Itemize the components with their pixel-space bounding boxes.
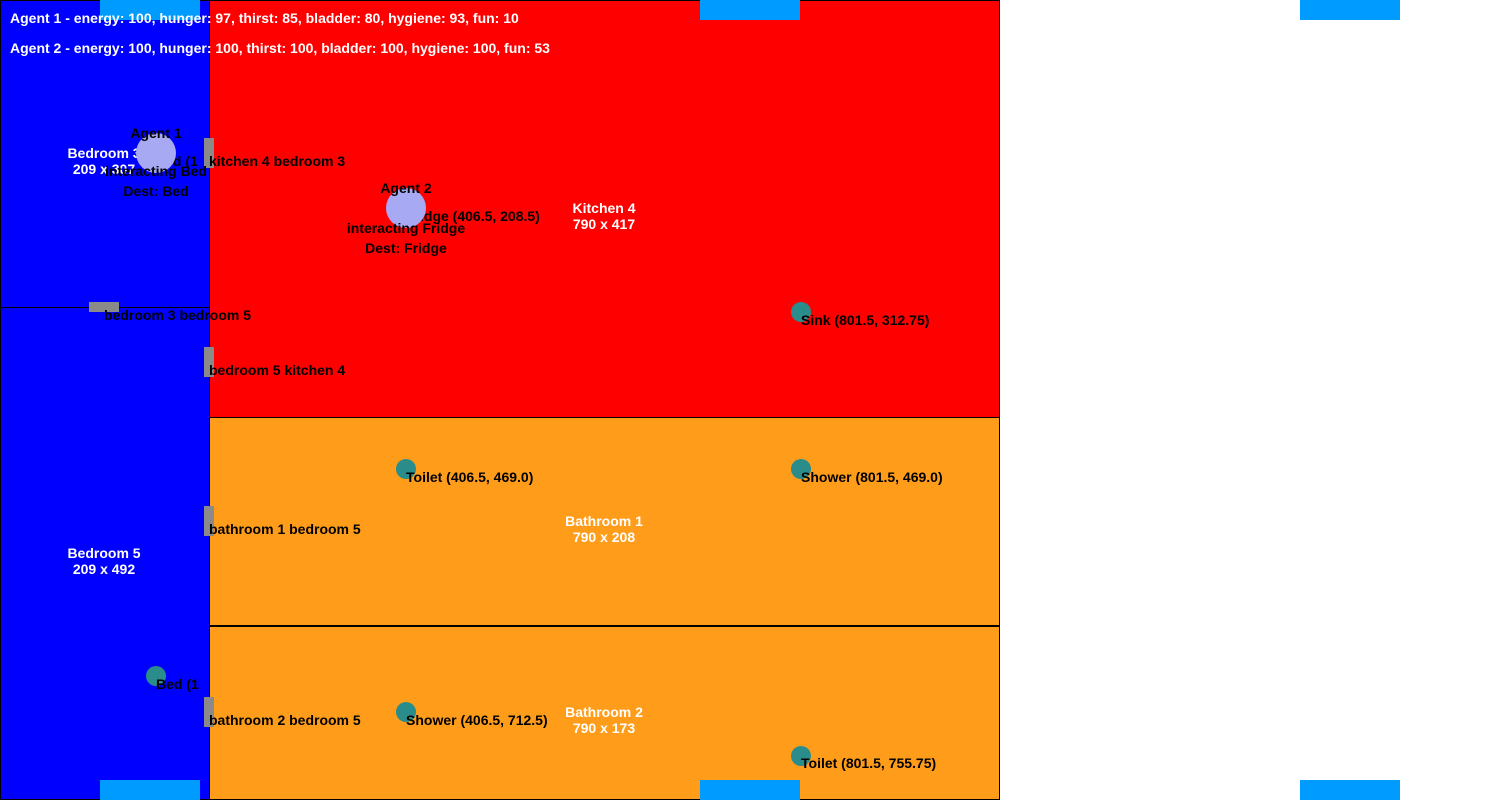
room-size: 790 x 208 [572,529,636,545]
room-label-bedroom-5: Bedroom 5 209 x 492 [67,545,140,577]
door-label-kitchen4-bedroom3: kitchen 4 bedroom 3 [209,153,346,169]
agent-action: interacting Bed [105,163,207,179]
bottom-marker-1 [100,780,200,800]
fridge-label: Fridge (406.5, 208.5) [406,208,540,224]
room-bedroom-5 [0,307,210,800]
bed-label-bedroom-5: Bed (1 [156,676,199,692]
agent-name: Agent 1 [130,125,182,141]
door-label-bathroom2-bedroom5: bathroom 2 bedroom 5 [209,712,361,728]
room-name: Kitchen 4 [572,200,636,216]
agent-2-status: Agent 2 - energy: 100, hunger: 100, thir… [10,40,550,56]
room-size: 209 x 492 [72,561,136,577]
door-kitchen4-bedroom3 [204,138,214,168]
toilet-label-bathroom-2: Toilet (801.5, 755.75) [801,755,937,771]
door-label-bedroom3-bedroom5: bedroom 3 bedroom 5 [104,307,252,323]
top-marker-3 [1300,0,1400,20]
agent-action: interacting Fridge [346,220,466,236]
room-label-bathroom-2: Bathroom 2 790 x 173 [565,704,643,736]
room-size: 790 x 173 [572,720,636,736]
door-label-bedroom5-kitchen4: bedroom 5 kitchen 4 [209,362,346,378]
toilet-object-bathroom-2[interactable] [791,746,811,766]
top-marker-2 [700,0,800,20]
agent-1-info: Agent 1 interacting Bed Dest: Bed [105,125,207,199]
room-size: 209 x 307 [72,161,136,177]
agent-destination: Dest: Fridge [365,240,447,256]
shower-object-bathroom-1[interactable] [791,459,811,479]
room-name: Bathroom 2 [565,704,643,720]
bottom-marker-3 [1300,780,1400,800]
room-bathroom-2 [209,626,1000,800]
agent-1-status: Agent 1 - energy: 100, hunger: 97, thirs… [10,10,519,26]
door-bedroom3-bedroom5 [89,302,119,312]
toilet-label-bathroom-1: Toilet (406.5, 469.0) [406,469,534,485]
door-bedroom5-kitchen4 [204,347,214,377]
agent-2-info: Agent 2 interacting Fridge Dest: Fridge [347,180,465,256]
sink-object[interactable] [791,302,811,322]
bed-object-bedroom-5[interactable] [146,666,166,686]
room-bathroom-1 [209,417,1000,626]
door-bathroom1-bedroom5 [204,506,214,536]
bottom-marker-2 [700,780,800,800]
room-name: Bedroom 5 [67,545,141,561]
agent-2[interactable] [386,188,426,228]
room-name: Bathroom 1 [565,513,643,529]
shower-label-bathroom-1: Shower (801.5, 469.0) [801,469,943,485]
toilet-object-bathroom-1[interactable] [396,459,416,479]
shower-label-bathroom-2: Shower (406.5, 712.5) [406,712,548,728]
door-bathroom2-bedroom5 [204,697,214,727]
room-label-bathroom-1: Bathroom 1 790 x 208 [565,513,643,545]
room-label-kitchen-4: Kitchen 4 790 x 417 [572,200,635,232]
door-label-bathroom1-bedroom5: bathroom 1 bedroom 5 [209,521,361,537]
room-name: Bedroom 3 [67,145,141,161]
room-label-bedroom-3: Bedroom 3 209 x 307 [67,145,140,177]
agent-destination: Dest: Bed [123,183,189,199]
shower-object-bathroom-2[interactable] [396,702,416,722]
agent-1[interactable] [136,133,176,173]
agent-name: Agent 2 [380,180,432,196]
top-marker-1 [100,0,200,20]
sink-label: Sink (801.5, 312.75) [801,312,930,328]
room-size: 790 x 417 [572,216,636,232]
